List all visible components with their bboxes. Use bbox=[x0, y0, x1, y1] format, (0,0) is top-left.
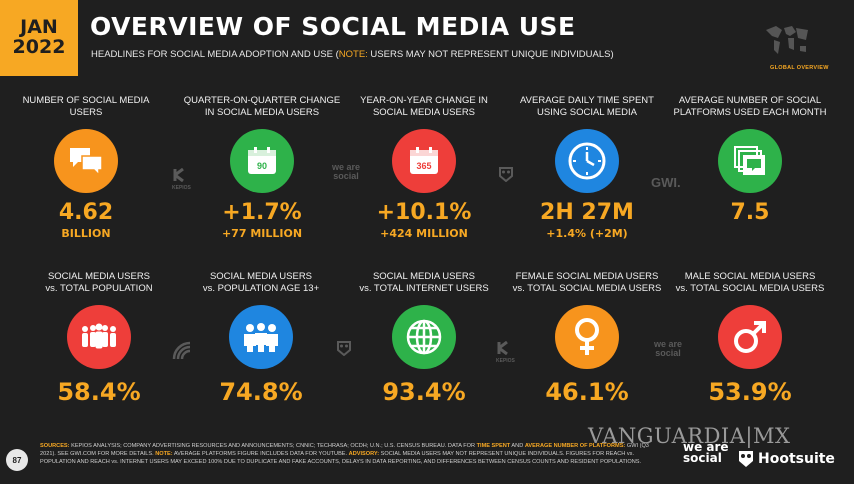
calendar-day-label: 90 bbox=[257, 161, 267, 171]
stat-value: 7.5 bbox=[730, 200, 770, 225]
stat-subvalue: +424 MILLION bbox=[380, 227, 468, 240]
hootsuite-logo: Hootsuite bbox=[738, 450, 835, 468]
stat-label: YEAR-ON-YEAR CHANGE IN SOCIAL MEDIA USER… bbox=[360, 95, 488, 118]
stat-value: +10.1% bbox=[376, 200, 472, 225]
stat-label: FEMALE SOCIAL MEDIA USERS vs. TOTAL SOCIA… bbox=[512, 271, 662, 294]
stat-label: AVERAGE NUMBER OF SOCIAL PLATFORMS USED … bbox=[673, 95, 827, 118]
owl-icon bbox=[739, 451, 753, 467]
kepios-logo-icon bbox=[497, 340, 509, 356]
male-symbol-icon bbox=[718, 305, 782, 369]
stat-label: SOCIAL MEDIA USERS vs. TOTAL INTERNET USE… bbox=[359, 271, 489, 294]
kepios-logo-icon bbox=[173, 167, 185, 183]
stat-value: 53.9% bbox=[708, 378, 792, 406]
we-are-social-watermark: we are social bbox=[331, 162, 361, 181]
page-number: 87 bbox=[6, 449, 28, 471]
stat-card-social-users: NUMBER OF SOCIAL MEDIA USERS 4.62 BILLIO… bbox=[6, 95, 166, 240]
stat-card-vs-population: SOCIAL MEDIA USERS vs. TOTAL POPULATION 5… bbox=[19, 271, 179, 406]
chat-bubbles-icon bbox=[54, 129, 118, 193]
stat-value: 4.62 bbox=[58, 200, 114, 225]
clock-icon bbox=[555, 129, 619, 193]
kepios-watermark-2: KEPIOS bbox=[496, 340, 515, 366]
stat-card-yoy-change: YEAR-ON-YEAR CHANGE IN SOCIAL MEDIA USER… bbox=[344, 95, 504, 240]
world-map-icon bbox=[766, 26, 808, 54]
stat-value: 93.4% bbox=[382, 378, 466, 406]
stat-card-avg-platforms: AVERAGE NUMBER OF SOCIAL PLATFORMS USED … bbox=[670, 95, 830, 225]
stat-label: QUARTER-ON-QUARTER CHANGE IN SOCIAL MEDI… bbox=[183, 95, 341, 118]
stat-label: MALE SOCIAL MEDIA USERS vs. TOTAL SOCIAL … bbox=[675, 271, 825, 294]
stat-label: SOCIAL MEDIA USERS vs. POPULATION AGE 13+ bbox=[202, 271, 320, 294]
hootsuite-owl-watermark bbox=[498, 166, 514, 184]
stat-subvalue: +77 MILLION bbox=[221, 227, 303, 240]
global-overview-label: GLOBAL OVERVIEW bbox=[770, 65, 829, 71]
stat-card-vs-age13: SOCIAL MEDIA USERS vs. POPULATION AGE 13+… bbox=[181, 271, 341, 406]
stat-subvalue: +1.4% (+2M) bbox=[546, 227, 628, 240]
we-are-social-watermark-2: we are social bbox=[653, 339, 683, 358]
page-title: OVERVIEW OF SOCIAL MEDIA USE bbox=[90, 12, 576, 41]
semrush-watermark bbox=[172, 341, 192, 363]
stat-value: 58.4% bbox=[57, 378, 141, 406]
calendar-day-label: 365 bbox=[416, 161, 431, 171]
kepios-watermark: KEPIOS bbox=[172, 167, 191, 193]
stat-value: 2H 27M bbox=[540, 200, 634, 225]
stat-label: AVERAGE DAILY TIME SPENT USING SOCIAL ME… bbox=[520, 95, 654, 118]
hootsuite-owl-watermark-2 bbox=[336, 340, 352, 358]
stat-card-male: MALE SOCIAL MEDIA USERS vs. TOTAL SOCIAL … bbox=[670, 271, 830, 406]
stat-card-vs-internet: SOCIAL MEDIA USERS vs. TOTAL INTERNET USE… bbox=[344, 271, 504, 406]
stat-value: +1.7% bbox=[222, 200, 302, 225]
stat-value: 46.1% bbox=[545, 378, 629, 406]
stat-subvalue: BILLION bbox=[61, 227, 111, 240]
female-symbol-icon bbox=[555, 305, 619, 369]
gwi-watermark: GWI. bbox=[651, 175, 681, 190]
date-year: 2022 bbox=[12, 36, 66, 58]
globe-icon bbox=[392, 305, 456, 369]
page-subtitle: HEADLINES FOR SOCIAL MEDIA ADOPTION AND … bbox=[91, 49, 614, 60]
sources-footnote: SOURCES: KEPIOS ANALYSIS; COMPANY ADVERT… bbox=[40, 443, 649, 465]
date-badge: JAN 2022 bbox=[0, 0, 78, 76]
stat-label: SOCIAL MEDIA USERS vs. TOTAL POPULATION bbox=[45, 271, 153, 294]
stat-card-female: FEMALE SOCIAL MEDIA USERS vs. TOTAL SOCIA… bbox=[507, 271, 667, 406]
stat-card-daily-time: AVERAGE DAILY TIME SPENT USING SOCIAL ME… bbox=[507, 95, 667, 240]
stat-card-qoq-change: QUARTER-ON-QUARTER CHANGE IN SOCIAL MEDI… bbox=[182, 95, 342, 240]
stat-value: 74.8% bbox=[219, 378, 303, 406]
adults-icon bbox=[229, 305, 293, 369]
stacked-chat-icon bbox=[718, 129, 782, 193]
people-group-icon bbox=[67, 305, 131, 369]
we-are-social-logo: we are social bbox=[683, 440, 729, 465]
vanguardia-watermark: VANGUARDIA|MX bbox=[588, 424, 791, 448]
calendar-90-icon: 90 bbox=[230, 129, 294, 193]
date-month: JAN bbox=[20, 16, 58, 39]
stat-label: NUMBER OF SOCIAL MEDIA USERS bbox=[22, 95, 150, 118]
calendar-365-icon: 365 bbox=[392, 129, 456, 193]
